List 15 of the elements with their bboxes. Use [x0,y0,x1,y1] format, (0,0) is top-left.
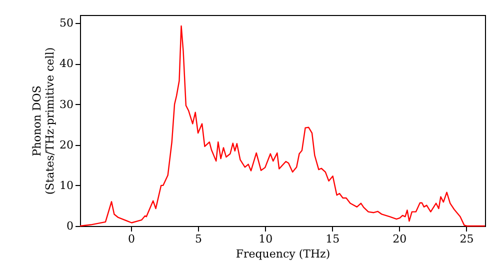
x-axis-title: Frequency (THz) [236,248,330,260]
x-tick-label: 5 [195,232,202,246]
x-tick-label: 0 [128,232,135,246]
x-tick-label: 25 [460,232,474,246]
y-axis-title: Phonon DOS (States/THz·primitive cell) [30,47,57,195]
y-tick-label: 40 [60,57,74,70]
y-tick-label: 10 [60,178,74,192]
x-tick-label: 20 [392,232,407,246]
y-tick-label: 20 [60,138,74,152]
y-tick-label: 30 [60,98,74,111]
x-tick-label: 10 [258,232,273,246]
y-tick-label: 0 [66,220,74,232]
line-series [79,25,486,227]
x-tick-label: 15 [326,232,340,246]
y-tick-label: 50 [60,16,74,30]
